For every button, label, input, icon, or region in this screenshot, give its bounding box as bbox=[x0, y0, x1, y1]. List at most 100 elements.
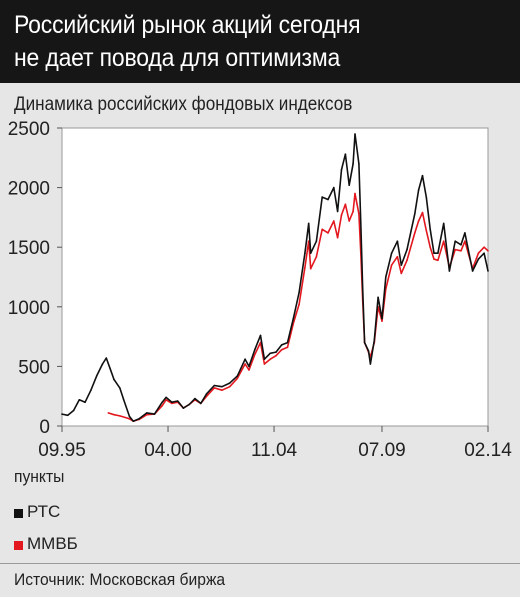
data-point-rts bbox=[454, 240, 457, 242]
data-point-micex bbox=[352, 210, 354, 213]
data-point-micex bbox=[421, 211, 424, 214]
data-point-rts bbox=[90, 389, 92, 392]
data-point-rts bbox=[333, 186, 335, 189]
data-point-micex bbox=[236, 377, 239, 380]
data-point-micex bbox=[348, 220, 351, 222]
data-point-micex bbox=[286, 346, 289, 349]
data-point-micex bbox=[309, 267, 312, 270]
data-point-micex bbox=[414, 232, 416, 234]
data-point-rts bbox=[327, 198, 329, 201]
data-point-micex bbox=[254, 353, 256, 356]
data-point-micex bbox=[390, 264, 393, 266]
data-point-micex bbox=[460, 250, 462, 252]
source-note: Источник: Московская биржа bbox=[14, 570, 226, 589]
data-point-micex bbox=[221, 389, 223, 392]
data-point-micex bbox=[248, 369, 250, 371]
data-point-micex bbox=[327, 232, 329, 234]
data-point-rts bbox=[477, 258, 480, 260]
data-point-rts bbox=[213, 384, 216, 387]
data-point-micex bbox=[464, 240, 466, 242]
legend-item-rts: РТС bbox=[14, 501, 60, 523]
data-point-rts bbox=[259, 334, 262, 337]
data-point-micex bbox=[321, 228, 324, 231]
data-point-micex bbox=[107, 412, 110, 414]
x-tick-label: 11.04 bbox=[251, 440, 298, 461]
data-point-micex bbox=[340, 214, 343, 216]
legend-label-micex: ММВБ bbox=[27, 534, 78, 553]
data-point-rts bbox=[437, 252, 439, 254]
data-point-rts bbox=[244, 358, 246, 360]
data-point-micex bbox=[442, 240, 445, 242]
data-point-rts bbox=[417, 189, 420, 191]
data-point-micex bbox=[429, 246, 432, 248]
data-point-rts bbox=[84, 401, 86, 404]
data-point-micex bbox=[336, 236, 339, 239]
data-point-rts bbox=[344, 153, 347, 155]
data-point-rts bbox=[119, 387, 121, 389]
data-point-rts bbox=[369, 363, 372, 365]
data-point-micex bbox=[244, 363, 246, 365]
data-point-rts bbox=[138, 418, 140, 420]
data-point-rts bbox=[105, 357, 108, 359]
y-tick-label: 2000 bbox=[8, 179, 50, 200]
data-point-rts bbox=[421, 174, 424, 177]
data-point-rts bbox=[280, 344, 283, 346]
data-point-micex bbox=[263, 363, 266, 365]
data-point-rts bbox=[377, 296, 379, 299]
data-point-rts bbox=[188, 403, 190, 406]
data-point-rts bbox=[373, 339, 376, 341]
data-point-rts bbox=[352, 163, 354, 165]
data-point-rts bbox=[315, 240, 318, 242]
data-point-rts bbox=[254, 348, 256, 351]
data-point-rts bbox=[448, 270, 451, 272]
data-point-micex bbox=[113, 413, 115, 416]
data-point-rts bbox=[95, 375, 98, 377]
data-point-rts bbox=[286, 341, 289, 344]
data-point-rts bbox=[161, 401, 163, 404]
data-point-micex bbox=[146, 413, 148, 416]
data-point-rts bbox=[309, 252, 312, 254]
y-tick-label: 0 bbox=[39, 417, 50, 438]
data-point-rts bbox=[113, 378, 115, 381]
data-point-rts bbox=[442, 222, 445, 225]
data-point-rts bbox=[390, 252, 393, 254]
data-point-rts bbox=[460, 244, 462, 246]
data-point-rts bbox=[363, 341, 366, 344]
data-point-rts bbox=[78, 399, 81, 401]
data-point-rts bbox=[340, 168, 343, 171]
units-label: пункты bbox=[14, 467, 65, 486]
data-point-rts bbox=[171, 401, 173, 404]
data-point-micex bbox=[165, 399, 167, 401]
data-point-rts bbox=[414, 213, 416, 215]
x-tick-label: 09.95 bbox=[38, 440, 86, 461]
data-point-micex bbox=[433, 258, 435, 260]
header-banner: Российский рынок акций сегодня не дает п… bbox=[0, 0, 520, 83]
data-point-micex bbox=[280, 348, 283, 351]
x-tick-label: 04.00 bbox=[144, 440, 192, 461]
data-point-rts bbox=[487, 270, 489, 272]
data-point-rts bbox=[381, 317, 383, 320]
legend-item-micex: ММВБ bbox=[14, 533, 78, 555]
data-point-rts bbox=[228, 382, 231, 384]
data-point-rts bbox=[101, 363, 104, 365]
data-point-rts bbox=[61, 413, 63, 415]
data-point-rts bbox=[236, 375, 239, 377]
data-point-rts bbox=[360, 222, 362, 225]
data-point-rts bbox=[361, 288, 364, 290]
data-point-micex bbox=[315, 255, 318, 258]
data-point-micex bbox=[454, 248, 457, 251]
y-tick-label: 1500 bbox=[8, 238, 50, 259]
x-tick-label: 02.14 bbox=[464, 440, 512, 461]
data-point-micex bbox=[417, 220, 420, 222]
data-point-micex bbox=[437, 259, 439, 262]
data-point-rts bbox=[122, 399, 125, 401]
data-point-rts bbox=[464, 232, 466, 234]
line-chart: 0 500 1000 1500 2000 2500 09.95 04.00 11.04 07.09… bbox=[8, 119, 512, 461]
data-point-rts bbox=[200, 402, 202, 405]
data-point-rts bbox=[269, 352, 272, 355]
data-point-rts bbox=[221, 385, 223, 388]
data-point-micex bbox=[400, 272, 403, 275]
data-point-micex bbox=[128, 418, 131, 420]
data-point-rts bbox=[205, 393, 208, 395]
data-point-micex bbox=[425, 229, 428, 232]
